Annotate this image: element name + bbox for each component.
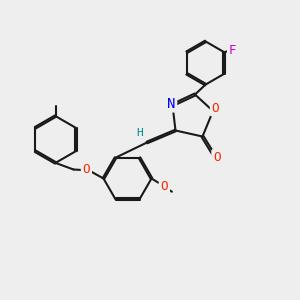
Text: N: N	[167, 97, 175, 110]
Text: O: O	[161, 180, 168, 193]
Text: O: O	[212, 101, 219, 115]
Text: H: H	[136, 128, 143, 139]
Text: F: F	[229, 44, 236, 57]
Text: O: O	[82, 163, 90, 176]
Text: O: O	[213, 151, 221, 164]
